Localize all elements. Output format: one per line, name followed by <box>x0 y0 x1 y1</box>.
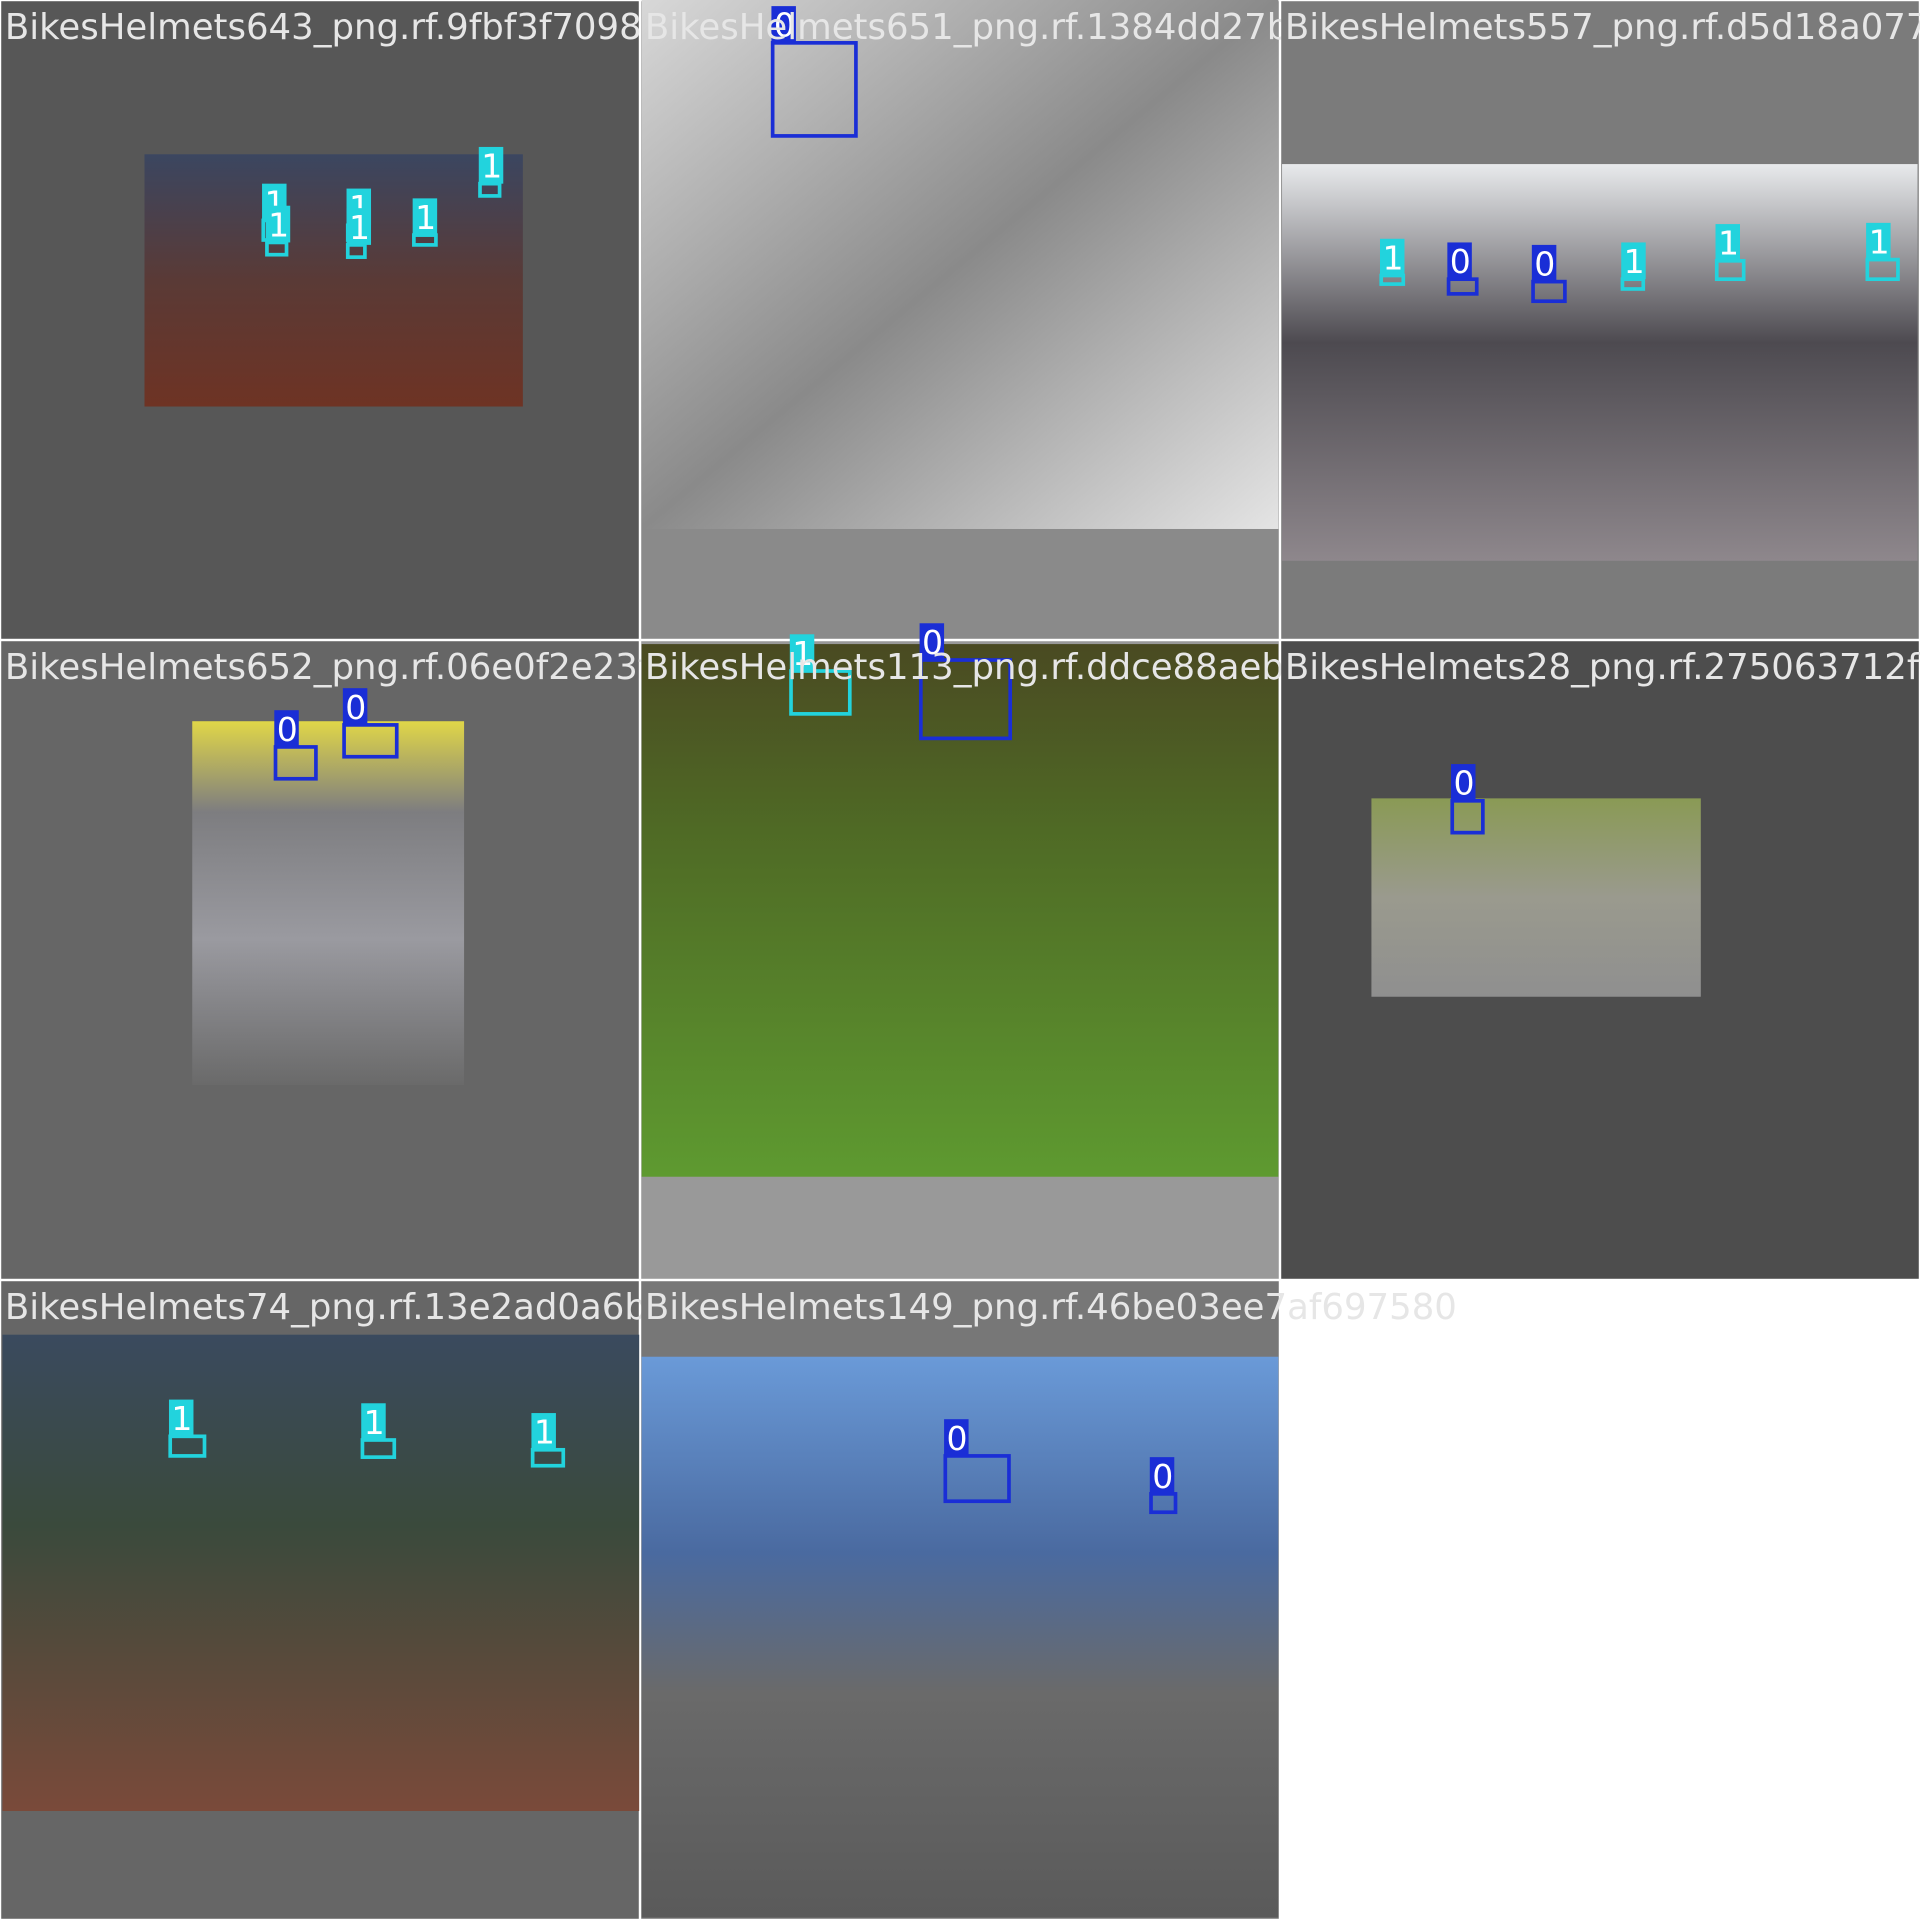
class-label: 0 <box>922 623 943 662</box>
filename-label: BikesHelmets557_png.rf.d5d18a0778 <box>1285 7 1920 48</box>
photo <box>1371 798 1701 997</box>
class-label: 1 <box>792 634 813 673</box>
class-label: 0 <box>774 6 795 45</box>
filename-label: BikesHelmets149_png.rf.46be03ee7af697580 <box>645 1287 1457 1328</box>
label-tag <box>1447 242 1472 280</box>
class-label: 1 <box>1718 224 1739 263</box>
class-label: 1 <box>1624 242 1645 281</box>
class-label: 1 <box>171 1399 192 1438</box>
label-tag <box>1451 764 1476 801</box>
class-label: 1 <box>268 205 289 244</box>
class-label: 1 <box>364 1403 385 1442</box>
label-tag <box>1715 224 1740 261</box>
label-tag <box>1531 244 1557 282</box>
label-tag <box>478 146 504 184</box>
label-tag <box>919 623 945 660</box>
label-tag <box>944 1419 969 1456</box>
label-tag <box>274 710 299 747</box>
class-label: 0 <box>1152 1457 1173 1496</box>
label-tag <box>342 688 368 725</box>
class-label: 0 <box>1534 245 1555 284</box>
bounding-box <box>943 1454 1011 1504</box>
label-tag <box>789 634 815 672</box>
label-tag <box>361 1403 386 1440</box>
class-label: 1 <box>534 1413 555 1452</box>
class-label: 1 <box>481 147 502 186</box>
label-tag <box>1866 222 1891 260</box>
label-tag <box>1149 1457 1175 1494</box>
bounding-box <box>342 723 399 759</box>
class-label: 0 <box>345 688 366 727</box>
label-tag <box>265 205 291 243</box>
label-tag <box>412 198 438 236</box>
label-tag <box>771 6 796 43</box>
label-tag <box>531 1413 556 1450</box>
photo <box>2 1334 640 1812</box>
bounding-box <box>770 41 858 138</box>
photo <box>144 154 523 407</box>
bounding-box <box>1620 277 1646 291</box>
class-label: 1 <box>1382 238 1403 277</box>
class-label: 0 <box>277 710 298 749</box>
class-label: 1 <box>415 198 436 237</box>
photo <box>641 644 1279 1177</box>
filename-label: BikesHelmets28_png.rf.275063712fda <box>1285 647 1920 688</box>
label-tag <box>1621 242 1646 280</box>
bounding-box <box>918 658 1013 741</box>
label-tag <box>168 1399 194 1437</box>
photo <box>192 721 465 1085</box>
class-label: 0 <box>1453 764 1474 803</box>
label-tag <box>346 208 372 245</box>
bounding-box <box>789 669 852 716</box>
photo <box>641 0 1279 529</box>
label-tag <box>1380 238 1405 276</box>
photo <box>1282 164 1918 561</box>
class-label: 0 <box>1450 242 1471 281</box>
bounding-box <box>1446 277 1479 296</box>
class-label: 1 <box>1869 222 1890 261</box>
class-label: 1 <box>349 208 370 247</box>
class-label: 0 <box>947 1419 968 1458</box>
